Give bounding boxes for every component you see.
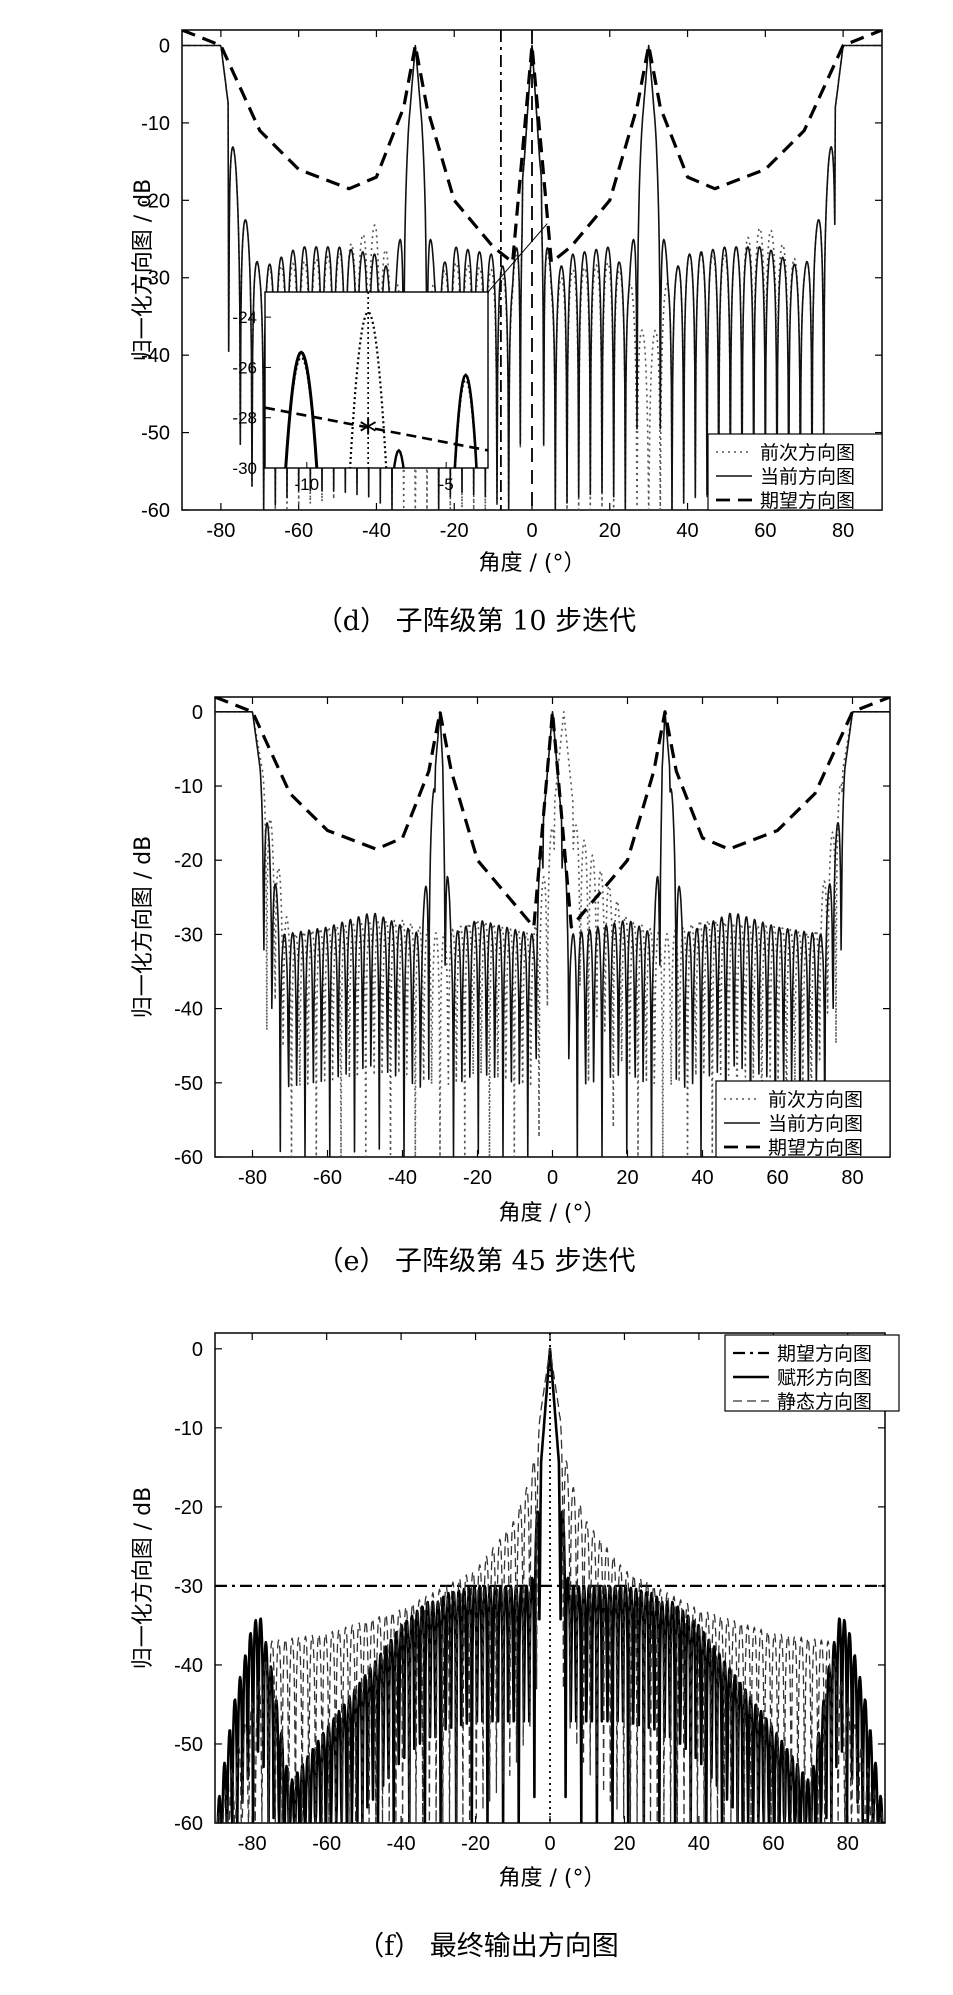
y-tick-label: 0 xyxy=(159,35,170,57)
x-tick-label: -20 xyxy=(461,1833,490,1855)
y-tick-label: 0 xyxy=(192,702,203,724)
y-tick-label: -20 xyxy=(141,190,170,212)
inset: -24 -26 -28 -30 -10 -5 * xyxy=(232,223,548,494)
x-tick-label: -20 xyxy=(463,1167,492,1189)
x-tick-label: -40 xyxy=(387,1833,416,1855)
x-tick-label: -40 xyxy=(388,1167,417,1189)
legend-label: 前次方向图 xyxy=(760,442,855,464)
inset-connector xyxy=(487,223,548,293)
inset-y-label: -30 xyxy=(232,459,257,478)
legend-label: 期望方向图 xyxy=(760,490,855,512)
x-tick-label: -40 xyxy=(362,520,391,542)
series-group xyxy=(215,697,890,1157)
x-tick-label: -60 xyxy=(284,520,313,542)
panel-caption: （e） 子阵级第 45 步迭代 xyxy=(316,1246,635,1277)
legend-box xyxy=(715,1080,891,1158)
inset-x-label: -10 xyxy=(295,475,320,494)
x-tick-label: -60 xyxy=(313,1167,342,1189)
x-tick-label: 20 xyxy=(616,1167,638,1189)
x-tick-label: 0 xyxy=(526,520,537,542)
y-tick-label: -20 xyxy=(174,850,203,872)
x-tick-label: 60 xyxy=(762,1833,784,1855)
legend-label: 期望方向图 xyxy=(768,1137,863,1159)
legend-box xyxy=(707,433,883,511)
inset-lobe xyxy=(392,448,405,468)
series-group xyxy=(215,1333,885,1823)
y-tick-label: -10 xyxy=(174,1418,203,1440)
x-tick-label: 0 xyxy=(544,1833,555,1855)
y-axis-label: 归一化方向图 / dB xyxy=(131,179,156,361)
y-axis-label: 归一化方向图 / dB xyxy=(131,836,156,1018)
legend-label: 前次方向图 xyxy=(768,1089,863,1111)
legend-label: 静态方向图 xyxy=(777,1391,872,1413)
inset-x-label: -5 xyxy=(439,475,454,494)
y-tick-label: -10 xyxy=(141,113,170,135)
panel-caption: （d） 子阵级第 10 步迭代 xyxy=(316,606,636,637)
series-line-2 xyxy=(215,711,890,1157)
x-tick-label: 20 xyxy=(613,1833,635,1855)
x-axis-label: 角度 / (°） xyxy=(499,1866,606,1891)
y-tick-label: -50 xyxy=(141,423,170,445)
y-tick-label: -40 xyxy=(141,345,170,367)
y-tick-label: -10 xyxy=(174,776,203,798)
x-tick-label: 20 xyxy=(599,520,621,542)
inset-y-label: -28 xyxy=(232,409,257,428)
legend-label: 赋形方向图 xyxy=(777,1367,872,1389)
y-tick-label: -30 xyxy=(174,1576,203,1598)
x-tick-label: 40 xyxy=(676,520,698,542)
y-tick-label: -40 xyxy=(174,1655,203,1677)
y-tick-label: -40 xyxy=(174,999,203,1021)
x-tick-label: 80 xyxy=(832,520,854,542)
x-tick-label: 80 xyxy=(841,1167,863,1189)
chart-d: -80 -60 -40 -20 0 20 40 60 80 0 -10 -20 -30 -40 -50 -60… xyxy=(131,29,883,637)
inset-desired-line xyxy=(265,406,488,452)
inset-marker-star: * xyxy=(359,412,377,453)
inset-y-label: -26 xyxy=(232,358,257,377)
y-tick-label: -50 xyxy=(174,1073,203,1095)
y-tick-label: -50 xyxy=(174,1734,203,1756)
x-tick-label: 60 xyxy=(766,1167,788,1189)
legend-label: 期望方向图 xyxy=(777,1343,872,1365)
x-tick-label: -80 xyxy=(238,1833,267,1855)
y-tick-label: -60 xyxy=(174,1147,203,1169)
x-tick-label: -60 xyxy=(312,1833,341,1855)
inset-lobe xyxy=(453,373,478,468)
chart-e: -80 -60 -40 -20 0 20 40 60 80 0 -10 -20 -30 -40 -50 -60… xyxy=(131,696,891,1277)
y-tick-label: -60 xyxy=(141,500,170,522)
panel-caption: （f） 最终输出方向图 xyxy=(357,1931,619,1962)
x-tick-label: 0 xyxy=(547,1167,558,1189)
x-tick-label: 40 xyxy=(691,1167,713,1189)
legend-label: 当前方向图 xyxy=(760,466,855,488)
legend-box xyxy=(724,1334,900,1412)
plot-frame xyxy=(214,696,891,1158)
inset-series xyxy=(265,292,488,468)
x-axis-label: 角度 / (°） xyxy=(499,1201,606,1226)
x-axis-label: 角度 / (°） xyxy=(479,551,586,576)
x-tick-label: 60 xyxy=(754,520,776,542)
y-tick-label: -30 xyxy=(141,268,170,290)
x-tick-label: -80 xyxy=(206,520,235,542)
chart-f: -80 -60 -40 -20 0 20 40 60 80 0 -10 -20 -30 -40 -50 -60… xyxy=(131,1332,900,1962)
legend-label: 当前方向图 xyxy=(768,1113,863,1135)
y-axis-label: 归一化方向图 / dB xyxy=(131,1487,156,1669)
x-tick-label: 40 xyxy=(688,1833,710,1855)
inset-lobe xyxy=(348,310,388,468)
y-tick-label: 0 xyxy=(192,1339,203,1361)
series-line-3 xyxy=(182,30,882,264)
inset-lobe xyxy=(284,350,319,468)
y-tick-label: -20 xyxy=(174,1497,203,1519)
y-tick-label: -30 xyxy=(174,924,203,946)
series-line-3 xyxy=(215,1348,885,1823)
x-tick-label: 80 xyxy=(837,1833,859,1855)
x-tick-label: -80 xyxy=(238,1167,267,1189)
inset-frame xyxy=(264,291,489,469)
y-tick-label: -60 xyxy=(174,1813,203,1835)
inset-y-label: -24 xyxy=(232,308,257,327)
x-tick-label: -20 xyxy=(440,520,469,542)
